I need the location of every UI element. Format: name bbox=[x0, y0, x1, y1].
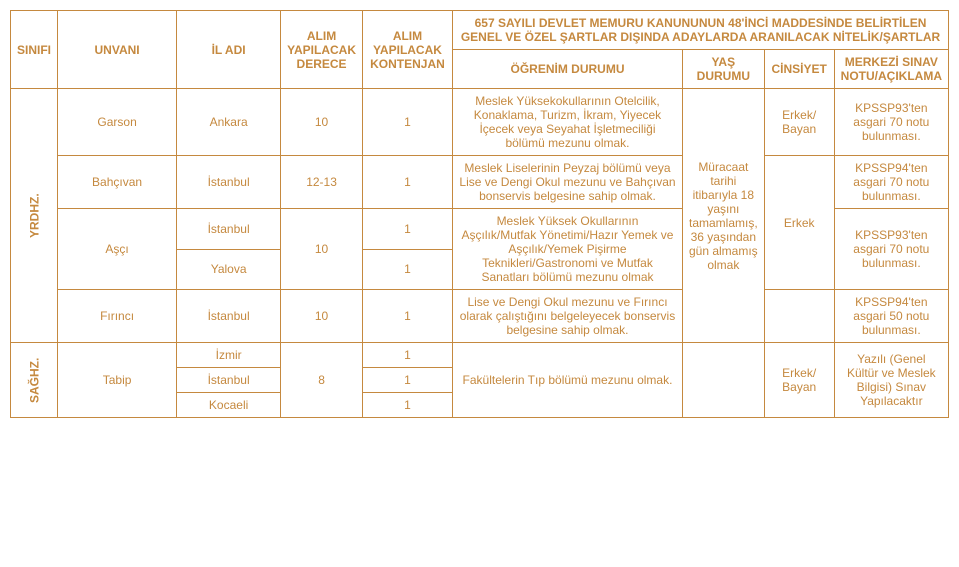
cell-ogrenim: Fakültelerin Tıp bölümü mezunu olmak. bbox=[452, 343, 682, 418]
cell-cinsiyet: Erkek/ Bayan bbox=[764, 343, 834, 418]
cell-il: Ankara bbox=[177, 89, 281, 156]
cell-note: KPSSP93'ten asgari 70 notu bulunması. bbox=[834, 209, 948, 290]
cell-il: İstanbul bbox=[177, 290, 281, 343]
cell-unvani: Garson bbox=[58, 89, 177, 156]
cell-ogrenim: Meslek Yüksek Okullarının Aşçılık/Mutfak… bbox=[452, 209, 682, 290]
cell-unvani: Fırıncı bbox=[58, 290, 177, 343]
hdr-ogrenim: ÖĞRENİM DURUMU bbox=[452, 50, 682, 89]
cell-il: İstanbul bbox=[177, 209, 281, 250]
cell-derece: 10 bbox=[281, 89, 363, 156]
cell-il: İzmir bbox=[177, 343, 281, 368]
cell-il: İstanbul bbox=[177, 156, 281, 209]
cell-note: KPSSP93'ten asgari 70 notu bulunması. bbox=[834, 89, 948, 156]
cell-kont: 1 bbox=[362, 343, 452, 368]
cell-il: Kocaeli bbox=[177, 393, 281, 418]
table-row: Bahçıvan İstanbul 12-13 1 Meslek Liseler… bbox=[11, 156, 949, 209]
cell-ogrenim: Meslek Yüksekokullarının Otelcilik, Kona… bbox=[452, 89, 682, 156]
cell-kont: 1 bbox=[362, 249, 452, 290]
cell-derece: 10 bbox=[281, 209, 363, 290]
cell-cinsiyet: Erkek/ Bayan bbox=[764, 89, 834, 156]
cell-kont: 1 bbox=[362, 393, 452, 418]
table-row: SAĞHZ. Tabip İzmir 8 1 Fakültelerin Tıp … bbox=[11, 343, 949, 368]
cell-note: Yazılı (Genel Kültür ve Meslek Bilgisi) … bbox=[834, 343, 948, 418]
hdr-657: 657 SAYILI DEVLET MEMURU KANUNUNUN 48'İN… bbox=[452, 11, 948, 50]
cell-kont: 1 bbox=[362, 368, 452, 393]
cell-note: KPSSP94'ten asgari 50 notu bulunması. bbox=[834, 290, 948, 343]
header-row-1: SINIFI UNVANI İL ADI ALIM YAPILACAK DERE… bbox=[11, 11, 949, 50]
hdr-cinsiyet: CİNSİYET bbox=[764, 50, 834, 89]
hdr-yas: YAŞ DURUMU bbox=[682, 50, 764, 89]
hdr-unvani: UNVANI bbox=[58, 11, 177, 89]
cell-il: İstanbul bbox=[177, 368, 281, 393]
cell-kont: 1 bbox=[362, 290, 452, 343]
class-label-yrdhz: YRDHZ. bbox=[11, 89, 58, 343]
cell-note: KPSSP94'ten asgari 70 notu bulunması. bbox=[834, 156, 948, 209]
cell-yas bbox=[682, 343, 764, 418]
cell-derece: 10 bbox=[281, 290, 363, 343]
recruitment-table: SINIFI UNVANI İL ADI ALIM YAPILACAK DERE… bbox=[10, 10, 949, 418]
cell-cinsiyet: Erkek bbox=[764, 156, 834, 290]
hdr-kontenjan: ALIM YAPILACAK KONTENJAN bbox=[362, 11, 452, 89]
hdr-merkezi: MERKEZİ SINAV NOTU/AÇIKLAMA bbox=[834, 50, 948, 89]
class-label-saghz: SAĞHZ. bbox=[11, 343, 58, 418]
cell-derece: 8 bbox=[281, 343, 363, 418]
cell-unvani: Bahçıvan bbox=[58, 156, 177, 209]
cell-kont: 1 bbox=[362, 209, 452, 250]
cell-il: Yalova bbox=[177, 249, 281, 290]
hdr-iladi: İL ADI bbox=[177, 11, 281, 89]
cell-derece: 12-13 bbox=[281, 156, 363, 209]
cell-yas-shared: Müracaat tarihi itibarıyla 18 yaşını tam… bbox=[682, 89, 764, 343]
cell-unvani: Tabip bbox=[58, 343, 177, 418]
table-row: YRDHZ. Garson Ankara 10 1 Meslek Yükseko… bbox=[11, 89, 949, 156]
table-row: Fırıncı İstanbul 10 1 Lise ve Dengi Okul… bbox=[11, 290, 949, 343]
cell-ogrenim: Meslek Liselerinin Peyzaj bölümü veya Li… bbox=[452, 156, 682, 209]
cell-kont: 1 bbox=[362, 89, 452, 156]
hdr-sinifi: SINIFI bbox=[11, 11, 58, 89]
cell-unvani: Aşçı bbox=[58, 209, 177, 290]
cell-ogrenim: Lise ve Dengi Okul mezunu ve Fırıncı ola… bbox=[452, 290, 682, 343]
cell-kont: 1 bbox=[362, 156, 452, 209]
cell-cinsiyet bbox=[764, 290, 834, 343]
hdr-derece: ALIM YAPILACAK DERECE bbox=[281, 11, 363, 89]
